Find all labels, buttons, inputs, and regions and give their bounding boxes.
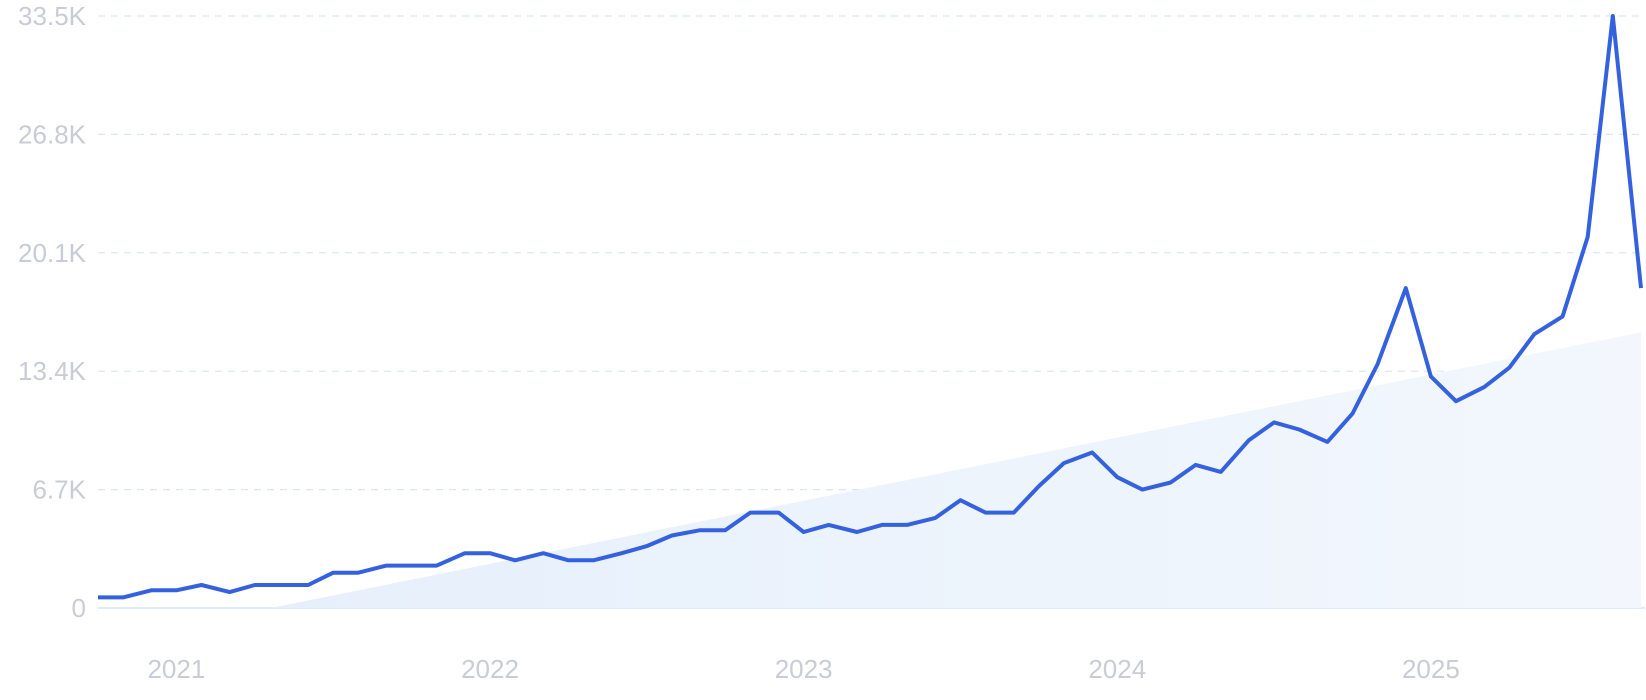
data-point bbox=[670, 534, 674, 538]
data-point bbox=[1376, 362, 1380, 366]
data-point bbox=[1454, 399, 1458, 403]
data-point bbox=[958, 498, 962, 502]
data-point bbox=[1586, 235, 1590, 239]
data-point bbox=[1140, 488, 1144, 492]
data-point bbox=[698, 528, 702, 532]
data-point bbox=[1404, 286, 1408, 290]
data-point bbox=[278, 583, 282, 587]
data-point bbox=[1169, 481, 1173, 485]
data-point bbox=[1325, 440, 1329, 444]
data-point bbox=[1062, 461, 1066, 465]
data-point bbox=[1272, 420, 1276, 424]
line-layer bbox=[96, 14, 1643, 600]
data-point bbox=[331, 571, 335, 575]
data-point bbox=[356, 571, 360, 575]
data-point bbox=[1090, 450, 1094, 454]
data-point bbox=[620, 551, 624, 555]
data-point bbox=[410, 564, 414, 568]
data-point bbox=[541, 551, 545, 555]
data-point bbox=[1482, 385, 1486, 389]
series-line bbox=[98, 14, 1643, 600]
x-tick-label: 2023 bbox=[775, 654, 833, 684]
data-point bbox=[174, 588, 178, 592]
area-layer bbox=[270, 332, 1641, 608]
data-point bbox=[723, 528, 727, 532]
data-point bbox=[777, 511, 781, 515]
data-point bbox=[306, 583, 310, 587]
data-point bbox=[121, 595, 125, 599]
data-point bbox=[1037, 484, 1041, 488]
data-point bbox=[96, 595, 100, 599]
data-point bbox=[385, 564, 389, 568]
data-point bbox=[880, 523, 884, 527]
data-point bbox=[933, 516, 937, 520]
data-point bbox=[748, 511, 752, 515]
data-point bbox=[1350, 412, 1354, 416]
x-tick-label: 2025 bbox=[1402, 654, 1460, 684]
data-point bbox=[149, 588, 153, 592]
data-point bbox=[488, 551, 492, 555]
y-tick-label: 33.5K bbox=[18, 1, 87, 31]
data-point bbox=[1115, 475, 1119, 479]
data-point bbox=[1561, 314, 1565, 318]
data-point bbox=[1639, 286, 1643, 290]
y-tick-label: 20.1K bbox=[18, 238, 87, 268]
data-point bbox=[1012, 511, 1016, 515]
data-point bbox=[855, 530, 859, 534]
x-tick-label: 2022 bbox=[461, 654, 519, 684]
data-point bbox=[1297, 428, 1301, 432]
x-tick-label: 2024 bbox=[1088, 654, 1146, 684]
y-tick-label: 13.4K bbox=[18, 356, 87, 386]
data-point bbox=[802, 530, 806, 534]
x-tick-label: 2021 bbox=[147, 654, 205, 684]
data-point bbox=[463, 551, 467, 555]
y-tick-label: 6.7K bbox=[33, 475, 87, 505]
data-point bbox=[566, 558, 570, 562]
data-point bbox=[645, 544, 649, 548]
data-point bbox=[592, 558, 596, 562]
data-point bbox=[199, 583, 203, 587]
label-layer: 0 6.7K 13.4K 20.1K 26.8K 33.5K 2021 2022 2023 202… bbox=[18, 1, 1460, 684]
data-point bbox=[253, 583, 257, 587]
data-point bbox=[435, 564, 439, 568]
y-tick-label: 0 bbox=[72, 593, 86, 623]
y-tick-label: 26.8K bbox=[18, 119, 87, 149]
data-point bbox=[1219, 470, 1223, 474]
data-point bbox=[513, 558, 517, 562]
data-point bbox=[228, 590, 232, 594]
data-point bbox=[1507, 366, 1511, 370]
data-point bbox=[1532, 332, 1536, 336]
data-point bbox=[1611, 14, 1615, 18]
data-point bbox=[1429, 375, 1433, 379]
data-point bbox=[827, 523, 831, 527]
trend-area bbox=[270, 332, 1641, 608]
data-point bbox=[984, 511, 988, 515]
data-point bbox=[1194, 463, 1198, 467]
data-point bbox=[1247, 438, 1251, 442]
data-point bbox=[905, 523, 909, 527]
